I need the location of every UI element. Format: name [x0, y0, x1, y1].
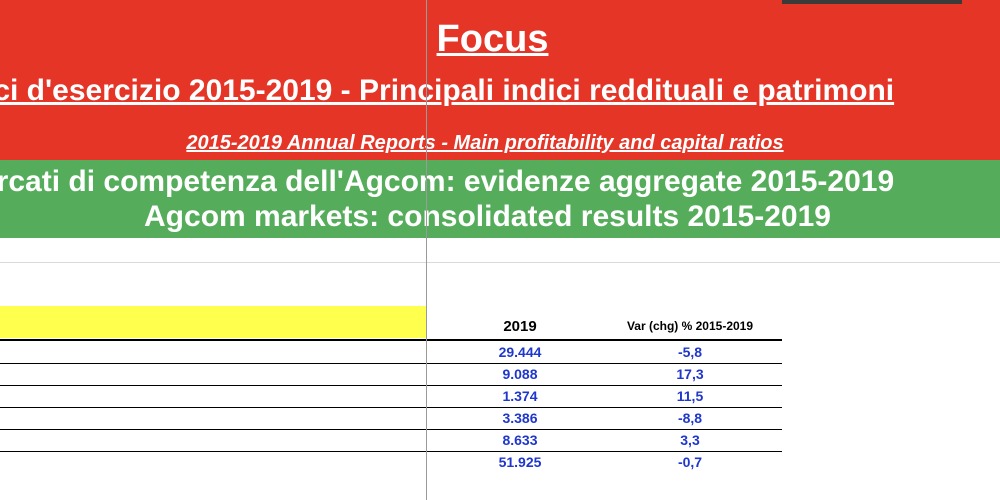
value-2019-cell[interactable]: 3.386 — [502, 410, 538, 426]
italian-subtitle: ercati di competenza dell'Agcom: evidenz… — [0, 165, 895, 198]
var-cell[interactable]: 17,3 — [676, 366, 704, 382]
table-row: 8.633 3,3 — [0, 429, 782, 452]
var-cell[interactable]: 3,3 — [680, 432, 700, 448]
table-row: 1.374 11,5 — [0, 385, 782, 408]
table-row: 51.925 -0,7 — [0, 451, 782, 473]
var-cell[interactable]: 11,5 — [676, 388, 704, 404]
column-header-var[interactable]: Var (chg) % 2015-2019 — [626, 319, 754, 333]
red-title-band: Focus nci d'esercizio 2015-2019 - Princi… — [0, 0, 1000, 160]
column-divider[interactable] — [426, 0, 427, 500]
value-2019-cell[interactable]: 29.444 — [498, 344, 542, 360]
var-cell[interactable]: -8,8 — [677, 410, 703, 426]
value-2019-cell[interactable]: 8.633 — [502, 432, 538, 448]
table-row: 29.444 -5,8 — [0, 341, 782, 364]
focus-title: Focus — [436, 18, 549, 60]
value-2019-cell[interactable]: 1.374 — [502, 388, 538, 404]
var-cell[interactable]: -5,8 — [677, 344, 703, 360]
table-row: 9.088 17,3 — [0, 363, 782, 386]
value-2019-cell[interactable]: 9.088 — [502, 366, 538, 382]
italian-title: nci d'esercizio 2015-2019 - Principali i… — [0, 74, 895, 107]
highlighted-cell[interactable] — [0, 306, 426, 338]
window-edge-bar — [782, 0, 962, 4]
column-header-2019[interactable]: 2019 — [503, 318, 537, 335]
grid-line — [0, 262, 1000, 263]
english-subtitle: Agcom markets: consolidated results 2015… — [144, 200, 831, 233]
english-title: 2015-2019 Annual Reports - Main profitab… — [186, 132, 784, 154]
var-cell[interactable]: -0,7 — [677, 454, 703, 470]
table-row: 3.386 -8,8 — [0, 407, 782, 430]
header-divider — [0, 339, 782, 341]
value-2019-cell[interactable]: 51.925 — [498, 454, 542, 470]
green-subtitle-band: ercati di competenza dell'Agcom: evidenz… — [0, 160, 1000, 238]
